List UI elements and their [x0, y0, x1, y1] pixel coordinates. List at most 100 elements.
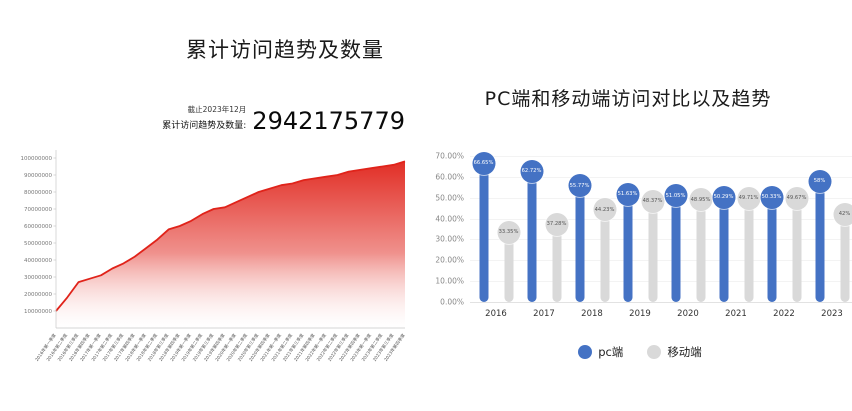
pc-bar: [623, 194, 632, 302]
year-group: 58% 42% 2023: [808, 156, 852, 319]
mobile-bar: [504, 232, 513, 302]
pc-bar: [575, 185, 584, 302]
y-tick-label: 90000000: [24, 173, 52, 179]
legend-item: pc端: [578, 344, 623, 360]
pc-lollipop: 50.29%: [712, 156, 735, 302]
value-bubble: 44.23%: [593, 198, 616, 222]
y-tick-label: 20.00%: [435, 255, 464, 265]
pc-bar: [479, 163, 488, 302]
mobile-bar: [648, 201, 657, 302]
cumulative-total-value: 2942175779: [252, 107, 405, 135]
y-tick-label: 10.00%: [435, 276, 464, 286]
chart-legend: pc端 移动端: [470, 344, 810, 360]
bar-pair: 66.65% 33.35%: [472, 151, 520, 302]
year-group: 50.29% 49.71% 2021: [712, 156, 760, 319]
mobile-bar: [552, 224, 561, 302]
value-bubble: 51.63%: [616, 182, 639, 206]
gridline: [470, 239, 852, 241]
pc-lollipop: 51.05%: [664, 156, 687, 302]
y-tick-label: 30.00%: [435, 234, 464, 244]
bar-pair: 50.33% 49.67%: [760, 156, 808, 302]
y-tick-label: 0.00%: [440, 297, 464, 307]
y-tick-label: 60000000: [24, 224, 52, 230]
annotation-labels: 截止2023年12月 累计访问趋势及数量:: [162, 104, 246, 133]
legend-dot-icon: [647, 345, 662, 359]
mobile-bar: [840, 214, 849, 302]
x-tick-label: 2023: [821, 309, 843, 319]
year-group: 51.05% 48.95% 2020: [664, 156, 712, 319]
year-group: 51.63% 48.37% 2019: [616, 156, 664, 319]
pc-lollipop: 58%: [808, 156, 831, 302]
value-bubble: 48.95%: [689, 188, 712, 212]
annotation-date: 截止2023年12月: [187, 105, 247, 114]
gridline: [470, 281, 852, 283]
mobile-lollipop: 33.35%: [497, 156, 520, 302]
mobile-lollipop: 48.37%: [641, 156, 664, 302]
pc-lollipop: 51.63%: [616, 156, 639, 302]
x-tick-label: 2020: [677, 309, 699, 319]
x-tick-label: 2018: [581, 309, 603, 319]
value-bubble: 37.28%: [545, 212, 568, 236]
year-group: 50.33% 49.67% 2022: [760, 156, 808, 319]
y-tick-label: 50000000: [24, 241, 52, 247]
mobile-lollipop: 42%: [833, 156, 852, 302]
gridline: [470, 260, 852, 262]
y-tick-label: 10000000: [24, 309, 52, 315]
value-bubble: 42%: [833, 202, 852, 226]
bar-pair: 58% 42%: [808, 156, 852, 302]
value-bubble: 50.29%: [712, 185, 735, 209]
y-tick-label: 60.00%: [435, 172, 464, 182]
area-fill: [56, 161, 405, 328]
mobile-lollipop: 49.71%: [737, 156, 760, 302]
gridline: [470, 302, 852, 303]
value-bubble: 55.77%: [568, 174, 591, 198]
gridline: [470, 176, 852, 178]
bar-pair: 62.72% 37.28%: [520, 156, 568, 302]
value-bubble: 50.33%: [760, 185, 783, 209]
mobile-bar: [600, 209, 609, 302]
mobile-bar: [744, 198, 753, 302]
mobile-lollipop: 49.67%: [785, 156, 808, 302]
pc-bar: [719, 197, 728, 302]
y-tick-label: 20000000: [24, 292, 52, 298]
y-tick-label: 80000000: [24, 190, 52, 196]
legend-label: 移动端: [667, 345, 702, 359]
x-tick-label: 2021: [725, 309, 747, 319]
year-group: 55.77% 44.23% 2018: [568, 156, 616, 319]
pc-bar: [815, 181, 824, 302]
y-axis: 70.00% 60.00% 50.00% 40.00% 30.00% 20.00% 10.0…: [428, 152, 470, 307]
plot-area: 66.65% 33.35% 2016 62.72% 37.28% 2017 55.77% 44…: [470, 151, 852, 319]
y-tick-label: 70000000: [24, 207, 52, 213]
y-tick-label: 40.00%: [435, 214, 464, 224]
value-bubble: 48.37%: [641, 189, 664, 213]
pc-lollipop: 50.33%: [760, 156, 783, 302]
left-chart-title: 累计访问趋势及数量: [186, 38, 384, 62]
year-group: 66.65% 33.35% 2016: [472, 151, 520, 319]
value-bubble: 51.05%: [664, 184, 687, 207]
pc-bar: [767, 197, 776, 302]
pc-lollipop: 66.65%: [472, 151, 495, 302]
gridline: [470, 156, 852, 157]
bar-pair: 50.29% 49.71%: [712, 156, 760, 302]
bar-pair: 51.63% 48.37%: [616, 156, 664, 302]
pc-lollipop: 55.77%: [568, 156, 591, 302]
y-tick-label: 50.00%: [435, 193, 464, 203]
x-tick-label: 2016: [485, 309, 507, 319]
legend-label: pc端: [598, 345, 624, 359]
pc-bar: [527, 171, 536, 302]
y-tick-label: 40000000: [24, 258, 52, 264]
value-bubble: 62.72%: [520, 159, 543, 183]
value-bubble: 49.67%: [785, 186, 808, 210]
year-group: 62.72% 37.28% 2017: [520, 156, 568, 319]
annotation-label: 累计访问趋势及数量:: [162, 121, 247, 131]
bar-pair: 51.05% 48.95%: [664, 156, 712, 302]
mobile-lollipop: 44.23%: [593, 156, 616, 302]
comparison-chart-body: 70.00% 60.00% 50.00% 40.00% 30.00% 20.00% 10.0…: [428, 151, 852, 319]
bar-groups: 66.65% 33.35% 2016 62.72% 37.28% 2017 55.77% 44…: [470, 151, 852, 319]
y-tick-label: 30000000: [24, 275, 52, 281]
y-tick-label: 100000000: [21, 156, 53, 162]
legend-item: 移动端: [647, 344, 702, 360]
legend-dot-icon: [578, 345, 593, 359]
mobile-lollipop: 48.95%: [689, 156, 712, 302]
x-tick-label: 2017: [533, 309, 555, 319]
